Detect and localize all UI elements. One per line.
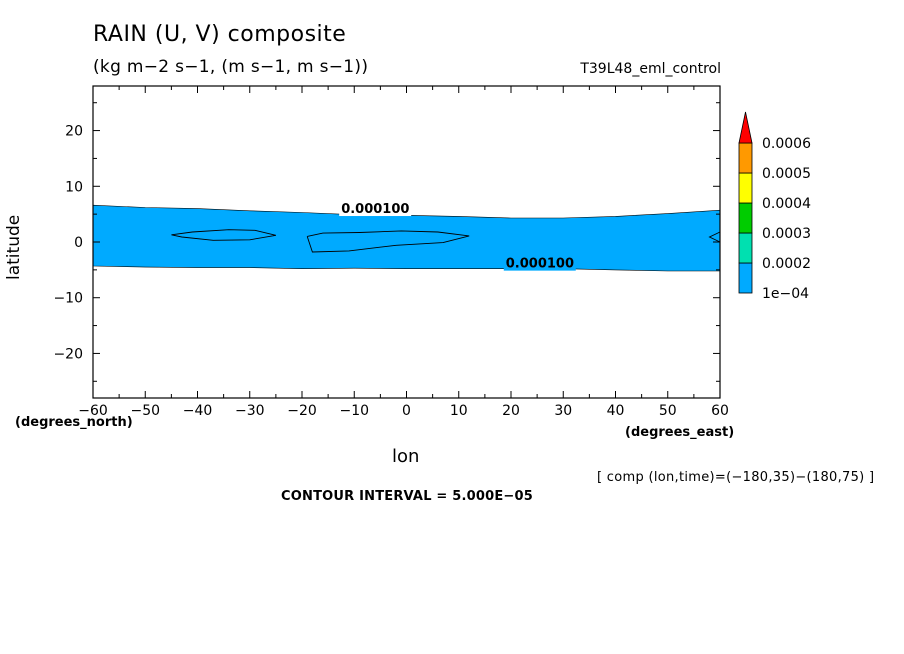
colorbar-box-3: [738, 172, 753, 204]
x-tick-label-7: 10: [450, 403, 468, 419]
chart-title: RAIN (U, V) composite: [93, 22, 347, 47]
x-tick-label-1: −50: [130, 403, 160, 419]
x-axis-label: lon: [392, 446, 420, 467]
colorbar-box-2: [738, 202, 753, 234]
composite-note: [ comp (lon,time)=(−180,35)−(180,75) ]: [597, 470, 875, 485]
contour-label-bg-1: [503, 256, 576, 271]
y-tick-label-4: 20: [65, 124, 83, 140]
colorbar-label-1: 0.0002: [762, 256, 811, 272]
y-tick-label-2: 0: [74, 235, 83, 251]
x-tick-label-9: 30: [554, 403, 572, 419]
x-tick-label-8: 20: [502, 403, 520, 419]
x-tick-label-11: 50: [659, 403, 677, 419]
x-tick-label-6: 0: [402, 403, 411, 419]
y-tick-label-3: 10: [65, 179, 83, 195]
colorbar-box-1: [738, 232, 753, 264]
x-tick-label-4: −20: [287, 403, 317, 419]
colorbar-label-4: 0.0005: [762, 166, 811, 182]
x-tick-label-10: 40: [607, 403, 625, 419]
colorbar-label-0: 1e−04: [762, 286, 809, 302]
inner-contour-0: [171, 229, 277, 241]
run-name: T39L48_eml_control: [580, 61, 721, 77]
y-tick-label-0: −20: [53, 346, 83, 362]
y-axis-label: latitude: [4, 214, 24, 280]
contour-label-0: 0.000100: [341, 202, 409, 217]
inner-contour-2: [708, 231, 721, 243]
contour-interval: CONTOUR INTERVAL = 5.000E−05: [281, 489, 534, 504]
contour-label-1: 0.000100: [506, 257, 574, 272]
colorbar-triangle: [738, 111, 753, 144]
chart-units: (kg m−2 s−1, (m s−1, m s−1)): [93, 57, 369, 77]
colorbar-box-0: [738, 262, 753, 294]
colorbar-label-2: 0.0003: [762, 226, 811, 242]
colorbar-label-5: 0.0006: [762, 136, 811, 152]
x-tick-label-12: 60: [711, 403, 729, 419]
contour-label-bg-0: [339, 202, 412, 217]
colorbar-box-4: [738, 142, 753, 174]
colorbar-label-3: 0.0004: [762, 196, 811, 212]
x-axis-units: (degrees_east): [625, 425, 735, 440]
x-tick-label-2: −40: [183, 403, 213, 419]
x-tick-label-3: −30: [235, 403, 265, 419]
x-tick-label-5: −10: [339, 403, 369, 419]
y-tick-label-1: −10: [53, 291, 83, 307]
x-tick-label-0: −60: [78, 403, 108, 419]
inner-contour-1: [306, 230, 470, 253]
y-axis-units: (degrees_north): [15, 415, 133, 430]
